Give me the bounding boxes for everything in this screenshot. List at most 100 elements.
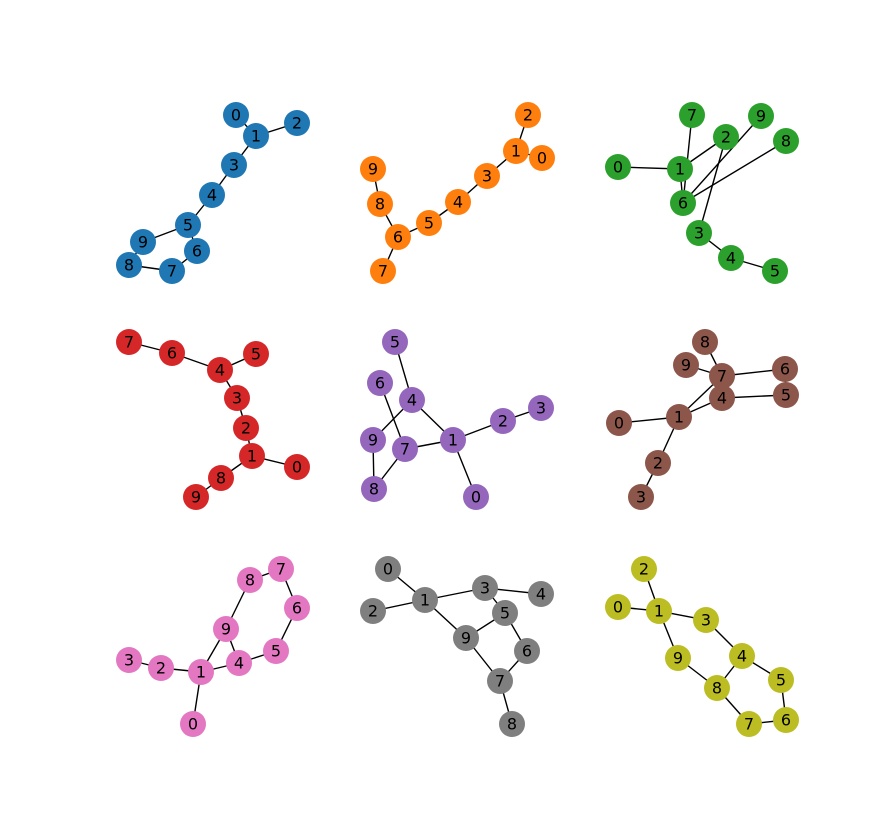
- graph-gray-node-circle-1: [412, 587, 438, 613]
- graph-green-node-label-0: 0: [613, 158, 623, 177]
- graph-olive-node-2: 2: [631, 556, 657, 582]
- graph-orange-node-label-8: 8: [375, 195, 385, 214]
- graph-olive-node-label-4: 4: [737, 647, 747, 666]
- graph-brown-node-7: 7: [709, 363, 735, 389]
- graph-blue-node-7: 7: [159, 258, 185, 284]
- graph-orange-node-label-9: 9: [368, 160, 378, 179]
- graph-olive-node-7: 7: [736, 711, 762, 737]
- graph-green: 0 1 2 3 4 5 6 7 89: [605, 102, 799, 284]
- graph-gray-node-circle-7: [487, 668, 513, 694]
- graph-red-node-circle-3: [224, 385, 250, 411]
- graph-blue-node-circle-4: [199, 182, 225, 208]
- graph-red-node-9: 9: [183, 484, 209, 510]
- graph-purple-node-circle-1: [440, 427, 466, 453]
- graph-brown-node-6: 6: [772, 356, 798, 382]
- graph-blue-node-label-4: 4: [207, 186, 217, 205]
- graph-purple-node-circle-6: [367, 370, 393, 396]
- graph-red-node-label-1: 1: [247, 447, 257, 466]
- graph-olive-node-label-9: 9: [673, 649, 683, 668]
- graph-green-edge-2-3: [698, 136, 727, 234]
- graph-green-node-8: 8: [773, 128, 799, 154]
- graph-red-node-circle-2: [233, 415, 259, 441]
- graph-green-node-7: 7: [679, 102, 705, 128]
- graph-blue-node-circle-3: [221, 152, 247, 178]
- graph-green-node-label-5: 5: [770, 262, 780, 281]
- graph-orange-node-7: 7: [370, 258, 396, 284]
- graph-red-node-3: 3: [224, 385, 250, 411]
- graph-brown-node-label-0: 0: [614, 414, 624, 433]
- graph-brown-node-9: 9: [673, 352, 699, 378]
- graph-blue-node-label-0: 0: [231, 106, 241, 125]
- graph-gray-node-label-9: 9: [461, 629, 471, 648]
- graph-brown-node-label-9: 9: [681, 356, 691, 375]
- graph-brown-node-1: 1: [666, 404, 692, 430]
- graph-green-node-circle-4: [718, 245, 744, 271]
- graph-orange-node-9: 9: [360, 156, 386, 182]
- graph-olive-node-circle-7: [736, 711, 762, 737]
- graph-green-node-4: 4: [718, 245, 744, 271]
- graph-blue-node-9: 9: [130, 229, 156, 255]
- graph-purple-node-label-7: 7: [400, 440, 410, 459]
- graph-olive-node-label-0: 0: [613, 598, 623, 617]
- graph-pink-node-label-3: 3: [124, 651, 134, 670]
- graph-olive-node-circle-2: [631, 556, 657, 582]
- graph-olive-node-1: 1: [646, 598, 672, 624]
- graph-gray-node-7: 7: [487, 668, 513, 694]
- graph-olive: 0 1 2 3 4 5 6 7 8 9: [605, 556, 799, 737]
- graph-orange-node-label-6: 6: [393, 228, 403, 247]
- graph-pink-node-circle-0: [180, 711, 206, 737]
- graph-purple-node-label-0: 0: [471, 488, 481, 507]
- graph-pink-node-3: 3: [116, 647, 142, 673]
- graph-brown-node-8: 8: [692, 329, 718, 355]
- graph-orange-node-circle-1: [503, 138, 529, 164]
- graph-olive-node-circle-4: [729, 643, 755, 669]
- graph-purple-node-label-3: 3: [536, 399, 546, 418]
- graph-brown-node-circle-3: [628, 484, 654, 510]
- graph-gray-node-5: 5: [492, 600, 518, 626]
- graph-olive-node-circle-9: [665, 645, 691, 671]
- graph-green-node-label-2: 2: [721, 128, 731, 147]
- graph-blue-node-label-5: 5: [183, 216, 193, 235]
- graph-blue-node-2: 2: [284, 110, 310, 136]
- graph-olive-node-circle-6: [773, 707, 799, 733]
- graph-blue-node-circle-6: [184, 238, 210, 264]
- graph-gray-node-6: 6: [514, 638, 540, 664]
- graph-orange-node-circle-6: [385, 224, 411, 250]
- graph-blue-node-6: 6: [184, 238, 210, 264]
- graph-purple-node-circle-2: [490, 408, 516, 434]
- graph-blue-node-0: 0: [223, 102, 249, 128]
- graph-orange-node-4: 4: [445, 189, 471, 215]
- graph-gray-node-1: 1: [412, 587, 438, 613]
- graph-green-node-circle-5: [762, 258, 788, 284]
- graph-brown-node-label-3: 3: [636, 488, 646, 507]
- graph-brown-node-circle-1: [666, 404, 692, 430]
- graph-pink-node-circle-4: [226, 650, 252, 676]
- graph-brown-node-5: 5: [773, 382, 799, 408]
- graph-purple-node-9: 9: [360, 427, 386, 453]
- graph-gray-node-circle-0: [375, 556, 401, 582]
- graph-red-node-circle-5: [243, 341, 269, 367]
- graph-purple-node-circle-3: [528, 395, 554, 421]
- graph-olive-node-3: 3: [693, 607, 719, 633]
- graph-gray-node-9: 9: [453, 625, 479, 651]
- graph-pink-node-label-1: 1: [196, 663, 206, 682]
- graph-green-node-circle-8: [773, 128, 799, 154]
- graph-green-node-5: 5: [762, 258, 788, 284]
- graph-brown-node-label-5: 5: [781, 386, 791, 405]
- graph-gray-node-label-6: 6: [522, 642, 532, 661]
- graph-red-node-circle-4: [207, 357, 233, 383]
- graph-orange-node-6: 6: [385, 224, 411, 250]
- graph-red-node-label-8: 8: [216, 469, 226, 488]
- graph-pink-node-6: 6: [284, 595, 310, 621]
- graph-blue-node-4: 4: [199, 182, 225, 208]
- graph-pink-node-label-8: 8: [245, 571, 255, 590]
- graph-brown-node-circle-8: [692, 329, 718, 355]
- graph-pink-node-8: 8: [237, 567, 263, 593]
- graph-purple-node-circle-5: [382, 329, 408, 355]
- graph-purple-node-2: 2: [490, 408, 516, 434]
- graph-gray-node-circle-9: [453, 625, 479, 651]
- graph-pink-node-label-7: 7: [276, 560, 286, 579]
- graph-olive-node-circle-0: [605, 594, 631, 620]
